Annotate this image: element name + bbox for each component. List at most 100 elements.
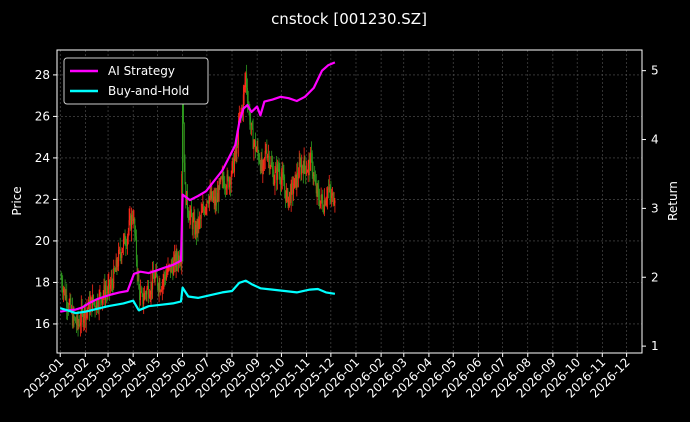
candle-body [306,172,308,173]
candle-body [287,190,289,207]
candle-body [131,214,133,221]
candle-body [331,192,333,196]
candle-body [138,274,140,289]
candle-body [258,152,260,161]
candle-body [69,298,71,303]
candle-body [216,193,218,203]
candle-body [325,200,327,206]
candle-body [136,259,138,275]
legend-label-buy-and-hold: Buy-and-Hold [108,84,189,98]
candle-body [178,255,180,264]
candle-body [323,200,325,213]
candle-body [219,181,221,182]
chart-title: cnstock [001230.SZ] [271,10,427,28]
candle-body [283,177,285,186]
candle-body [255,140,257,152]
candle-body [320,194,322,201]
candle-body [269,166,271,169]
candle-body [205,207,207,209]
candle-body [265,150,267,151]
candle-body [255,149,257,152]
candle-body [276,167,278,180]
candle-body [87,308,89,311]
candle-body [67,308,69,309]
candle-body [303,157,305,174]
candle-body [230,175,232,185]
candle-body [193,217,195,220]
candle-body [106,292,108,293]
candle-body [208,201,210,204]
candle-body [139,291,141,301]
candle-body [79,322,81,326]
candle-body [184,162,186,185]
candle-body [267,156,269,157]
candle-body [221,175,223,179]
candle-body [74,317,76,319]
candle-body [176,253,178,262]
candle-body [306,172,308,175]
y-axis-left-label: Price [10,186,24,215]
candle-body [175,253,177,268]
candle-body [119,248,121,255]
candle-body [196,218,198,234]
candle-body [183,122,185,163]
candle-body [243,86,245,95]
candle-body [190,209,192,214]
candle-body [197,218,199,230]
candle-body [204,208,206,214]
candle-body [302,165,304,168]
y-axis-right-label: Return [666,181,680,221]
x-axis: 2025-012025-022025-032025-042025-052025-… [21,353,633,401]
candle-body [316,185,318,194]
candle-body [266,150,268,158]
y-right-tick-label: 1 [651,339,659,353]
candle-body [319,200,321,207]
candle-body [173,254,175,261]
candle-body [155,271,157,277]
candle-body [249,109,251,125]
candle-body [324,200,326,206]
candle-body [299,162,301,165]
candle-body [199,218,201,220]
y-left-tick-label: 26 [35,109,50,123]
candle-body [126,236,128,246]
candle-body [169,264,171,273]
candle-body [71,309,73,326]
candle-body [233,158,235,172]
candle-body [239,112,241,118]
candle-body [214,196,216,206]
candle-body [328,187,330,190]
candle-body [145,293,147,295]
candle-body [143,299,145,304]
candle-body [259,162,261,171]
candle-body [124,234,126,246]
candle-body [289,192,291,197]
candle-body [212,191,214,201]
candle-body [118,249,120,267]
candle-body [259,160,261,163]
candle-body [312,172,314,177]
candle-body [203,210,205,214]
candle-body [179,262,181,264]
candle-body [315,183,317,194]
candle-body [280,178,282,185]
candle-body [140,291,142,292]
candle-body [246,73,248,89]
candle-body [195,225,197,235]
candle-body [293,188,295,194]
candle-body [73,311,75,318]
candle-body [211,191,213,199]
candle-body [260,157,262,171]
candle-body [101,298,103,304]
candle-body [92,294,94,302]
candle-body [263,157,265,161]
candle-body [152,272,154,290]
candle-body [156,271,158,278]
candle-body [126,245,128,247]
candle-body [264,150,266,158]
candle-body [64,287,66,299]
candle-body [109,285,111,289]
candle-body [108,280,110,286]
candle-body [232,158,234,164]
